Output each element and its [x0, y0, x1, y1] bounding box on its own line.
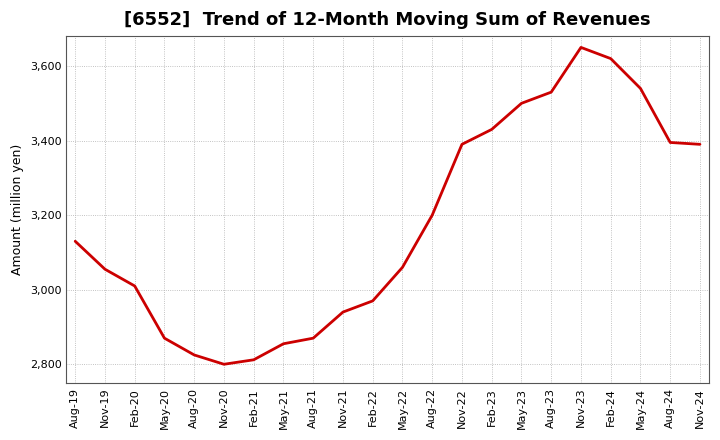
Title: [6552]  Trend of 12-Month Moving Sum of Revenues: [6552] Trend of 12-Month Moving Sum of R… — [125, 11, 651, 29]
Y-axis label: Amount (million yen): Amount (million yen) — [11, 144, 24, 275]
